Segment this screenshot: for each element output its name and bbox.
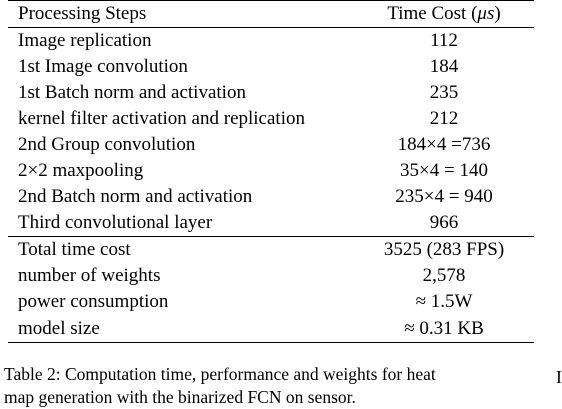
step-name: 2nd Group convolution: [18, 134, 196, 155]
table-row: 2nd Batch norm and activation 235×4 = 94…: [8, 184, 534, 210]
step-time: 184: [429, 56, 459, 77]
header-time-suffix: ): [494, 3, 501, 24]
header-time-prefix: Time Cost (: [387, 3, 478, 24]
table-row: model size ≈ 0.31 KB: [8, 316, 534, 343]
total-label: power consumption: [18, 291, 169, 313]
table-row: kernel filter activation and replication…: [8, 106, 534, 132]
step-time: 235: [429, 82, 459, 103]
total-label: Total time cost: [8, 236, 354, 263]
steps-body: Image replication 112 1st Image convolut…: [8, 27, 534, 237]
table-row: 1st Image convolution 184: [8, 54, 534, 80]
table-row: number of weights 2,578: [8, 263, 534, 289]
step-time: 966: [429, 212, 459, 233]
table-header-row: Processing Steps Time Cost (μs): [8, 0, 534, 28]
step-name: 1st Batch norm and activation: [18, 82, 246, 103]
step-name: 2nd Batch norm and activation: [18, 186, 253, 207]
total-label: number of weights: [18, 265, 161, 287]
table-caption: Table 2: Computation time, performance a…: [4, 363, 524, 409]
step-name: 2×2 maxpooling: [18, 160, 144, 181]
computation-time-table: Processing Steps Time Cost (μs) Image re…: [8, 0, 534, 343]
step-name: kernel filter activation and replication: [18, 108, 305, 129]
table-row: Image replication 112: [8, 27, 534, 54]
margin-text-fragment: I: [556, 367, 562, 387]
table-row: power consumption ≈ 1.5W: [8, 289, 534, 315]
header-time-unit: μs: [477, 3, 495, 24]
total-value: ≈ 0.31 KB: [404, 317, 484, 339]
total-value: ≈ 1.5W: [415, 291, 473, 313]
table-row: Third convolutional layer 966: [8, 210, 534, 237]
step-name: Third convolutional layer: [18, 212, 213, 233]
results-table-container: Processing Steps Time Cost (μs) Image re…: [8, 0, 534, 343]
step-time: 112: [354, 27, 534, 54]
table-row: 2nd Group convolution 184×4 =736: [8, 132, 534, 158]
step-name: Image replication: [8, 27, 354, 54]
table-row: 1st Batch norm and activation 235: [8, 80, 534, 106]
step-time: 184×4 =736: [397, 134, 491, 155]
table-row: Total time cost 3525 (283 FPS): [8, 236, 534, 263]
table-row: 2×2 maxpooling 35×4 = 140: [8, 158, 534, 184]
total-value: 2,578: [422, 265, 466, 287]
step-time: 212: [429, 108, 459, 129]
step-name: 1st Image convolution: [18, 56, 188, 77]
header-processing-steps: Processing Steps: [18, 3, 147, 24]
step-time: 35×4 = 140: [400, 160, 488, 181]
step-time: 235×4 = 940: [395, 186, 493, 207]
totals-body: Total time cost 3525 (283 FPS) number of…: [8, 236, 534, 343]
caption-line-1: Table 2: Computation time, performance a…: [4, 364, 436, 384]
header-time-cost: Time Cost (μs): [354, 1, 534, 28]
caption-line-2: map generation with the binarized FCN on…: [4, 387, 356, 407]
total-value: 3525 (283 FPS): [354, 236, 534, 263]
total-label: model size: [18, 317, 100, 339]
